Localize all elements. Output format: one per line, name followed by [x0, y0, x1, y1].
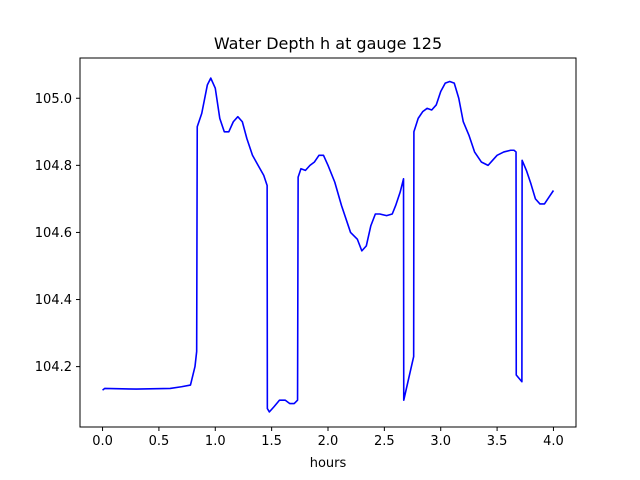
chart-title: Water Depth h at gauge 125 — [214, 34, 442, 53]
y-tick-label: 104.6 — [35, 226, 72, 241]
plot-area — [102, 77, 555, 413]
y-tick-label: 104.4 — [35, 293, 72, 308]
x-tick-label: 1.0 — [205, 434, 226, 449]
x-tick-label: 0.0 — [92, 434, 113, 449]
x-tick-label: 2.5 — [374, 434, 395, 449]
x-axis-label: hours — [310, 456, 347, 471]
x-tick-label: 0.5 — [149, 434, 170, 449]
y-tick-label: 104.8 — [35, 159, 72, 174]
x-tick-label: 2.0 — [318, 434, 339, 449]
axes-frame — [79, 57, 577, 428]
x-tick-label: 3.5 — [487, 434, 508, 449]
x-axis-ticks: 0.0 0.5 1.0 1.5 2.0 2.5 3.0 3.5 4.0 — [92, 427, 564, 449]
x-tick-label: 4.0 — [543, 434, 564, 449]
series-line-0 — [102, 77, 555, 413]
y-tick-label: 104.2 — [35, 360, 72, 375]
y-tick-label: 105.0 — [35, 92, 72, 107]
x-tick-label: 3.0 — [430, 434, 451, 449]
y-axis-ticks: 104.2 104.4 104.6 104.8 105.0 — [35, 92, 80, 375]
x-tick-label: 1.5 — [261, 434, 282, 449]
